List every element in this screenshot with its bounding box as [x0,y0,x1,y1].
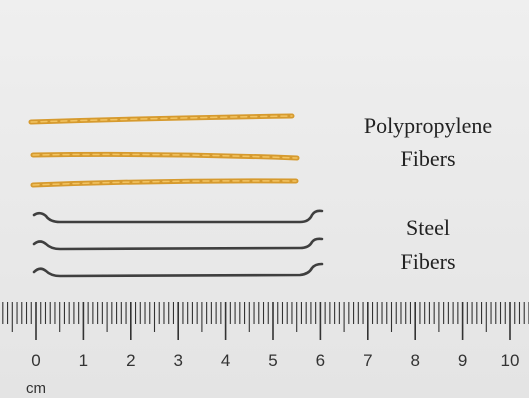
ruler-number: 7 [363,351,372,370]
ruler-number: 1 [79,351,88,370]
page: Polypropylene Fibers Steel Fibers 0 1 2 3 4 5… [0,0,529,398]
label: Fibers [401,249,456,274]
photo: Polypropylene Fibers Steel Fibers 0 1 2 3 4 5… [0,0,529,398]
label: Fibers [401,146,456,171]
ruler-number: 9 [458,351,467,370]
ruler-number: 5 [268,351,277,370]
ruler-number: 4 [221,351,230,370]
ruler-number: 0 [31,351,40,370]
ruler-number: 8 [410,351,419,370]
ruler-number: 2 [126,351,135,370]
ruler-number: 6 [316,351,325,370]
background [0,0,529,398]
ruler-number: 10 [501,351,520,370]
ruler-number: 3 [173,351,182,370]
ruler-unit: cm [26,380,46,397]
label: Polypropylene [364,113,492,138]
label: Steel [406,215,450,240]
